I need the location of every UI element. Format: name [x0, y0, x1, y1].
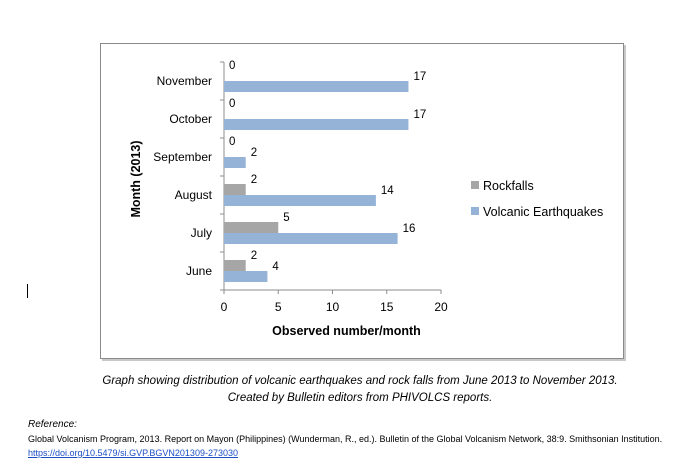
figure-caption: Graph showing distribution of volcanic e… — [40, 373, 677, 407]
y-tick-label: June — [186, 264, 212, 278]
data-label: 5 — [283, 212, 289, 224]
data-label: 0 — [229, 136, 235, 148]
y-axis-title: Month (2013) — [129, 140, 143, 217]
bar-rockfalls — [224, 184, 246, 195]
caption-line-1: Graph showing distribution of volcanic e… — [102, 375, 618, 387]
bar-rockfalls — [224, 260, 246, 271]
data-label: 14 — [381, 185, 394, 197]
bar-volcanic-earthquakes — [224, 271, 268, 282]
caption-line-2: Created by Bulletin editors from PHIVOLC… — [227, 392, 493, 404]
data-label: 2 — [251, 147, 257, 159]
x-tick-label: 0 — [221, 300, 228, 314]
legend-label: Rockfalls — [483, 179, 534, 193]
y-tick-label: September — [153, 150, 212, 164]
reference-doi-link[interactable]: https://doi.org/10.5479/si.GVP.BGVN20130… — [28, 448, 238, 458]
data-label: 0 — [229, 98, 235, 110]
y-tick-label: July — [191, 226, 212, 240]
data-label: 2 — [251, 250, 257, 262]
bar-volcanic-earthquakes — [224, 81, 409, 92]
data-label: 0 — [229, 60, 235, 72]
data-label: 17 — [413, 71, 426, 83]
data-label: 2 — [251, 174, 257, 186]
bar-volcanic-earthquakes — [224, 233, 398, 244]
bar-volcanic-earthquakes — [224, 157, 246, 168]
reference-block: Reference: Global Volcanism Program, 201… — [28, 418, 668, 460]
x-tick-label: 5 — [275, 300, 282, 314]
data-label: 17 — [413, 109, 426, 121]
data-label: 16 — [403, 223, 416, 235]
y-tick-label: August — [175, 188, 213, 202]
bar-chart: 0 5 10 15 20June24July516August214September0… — [129, 60, 603, 338]
x-tick-label: 10 — [326, 300, 340, 314]
x-tick-label: 20 — [434, 300, 448, 314]
legend-swatch — [471, 181, 479, 189]
x-tick-label: 15 — [380, 300, 394, 314]
bar-volcanic-earthquakes — [224, 195, 376, 206]
y-tick-label: October — [169, 112, 212, 126]
legend-label: Volcanic Earthquakes — [483, 205, 603, 219]
chart-frame: 0 5 10 15 20 June 2 4 July 5 16 August 2 14 September 0… — [100, 43, 624, 359]
text-cursor — [27, 284, 28, 298]
reference-label: Reference: — [28, 419, 77, 430]
data-label: 4 — [272, 261, 279, 273]
bar-rockfalls — [224, 222, 279, 233]
legend-swatch — [471, 207, 479, 215]
x-axis-title: Observed number/month — [272, 324, 421, 338]
reference-citation: Global Volcanism Program, 2013. Report o… — [28, 434, 663, 444]
y-tick-label: November — [157, 74, 212, 88]
bar-volcanic-earthquakes — [224, 119, 409, 130]
reference-text: Global Volcanism Program, 2013. Report o… — [28, 432, 668, 460]
